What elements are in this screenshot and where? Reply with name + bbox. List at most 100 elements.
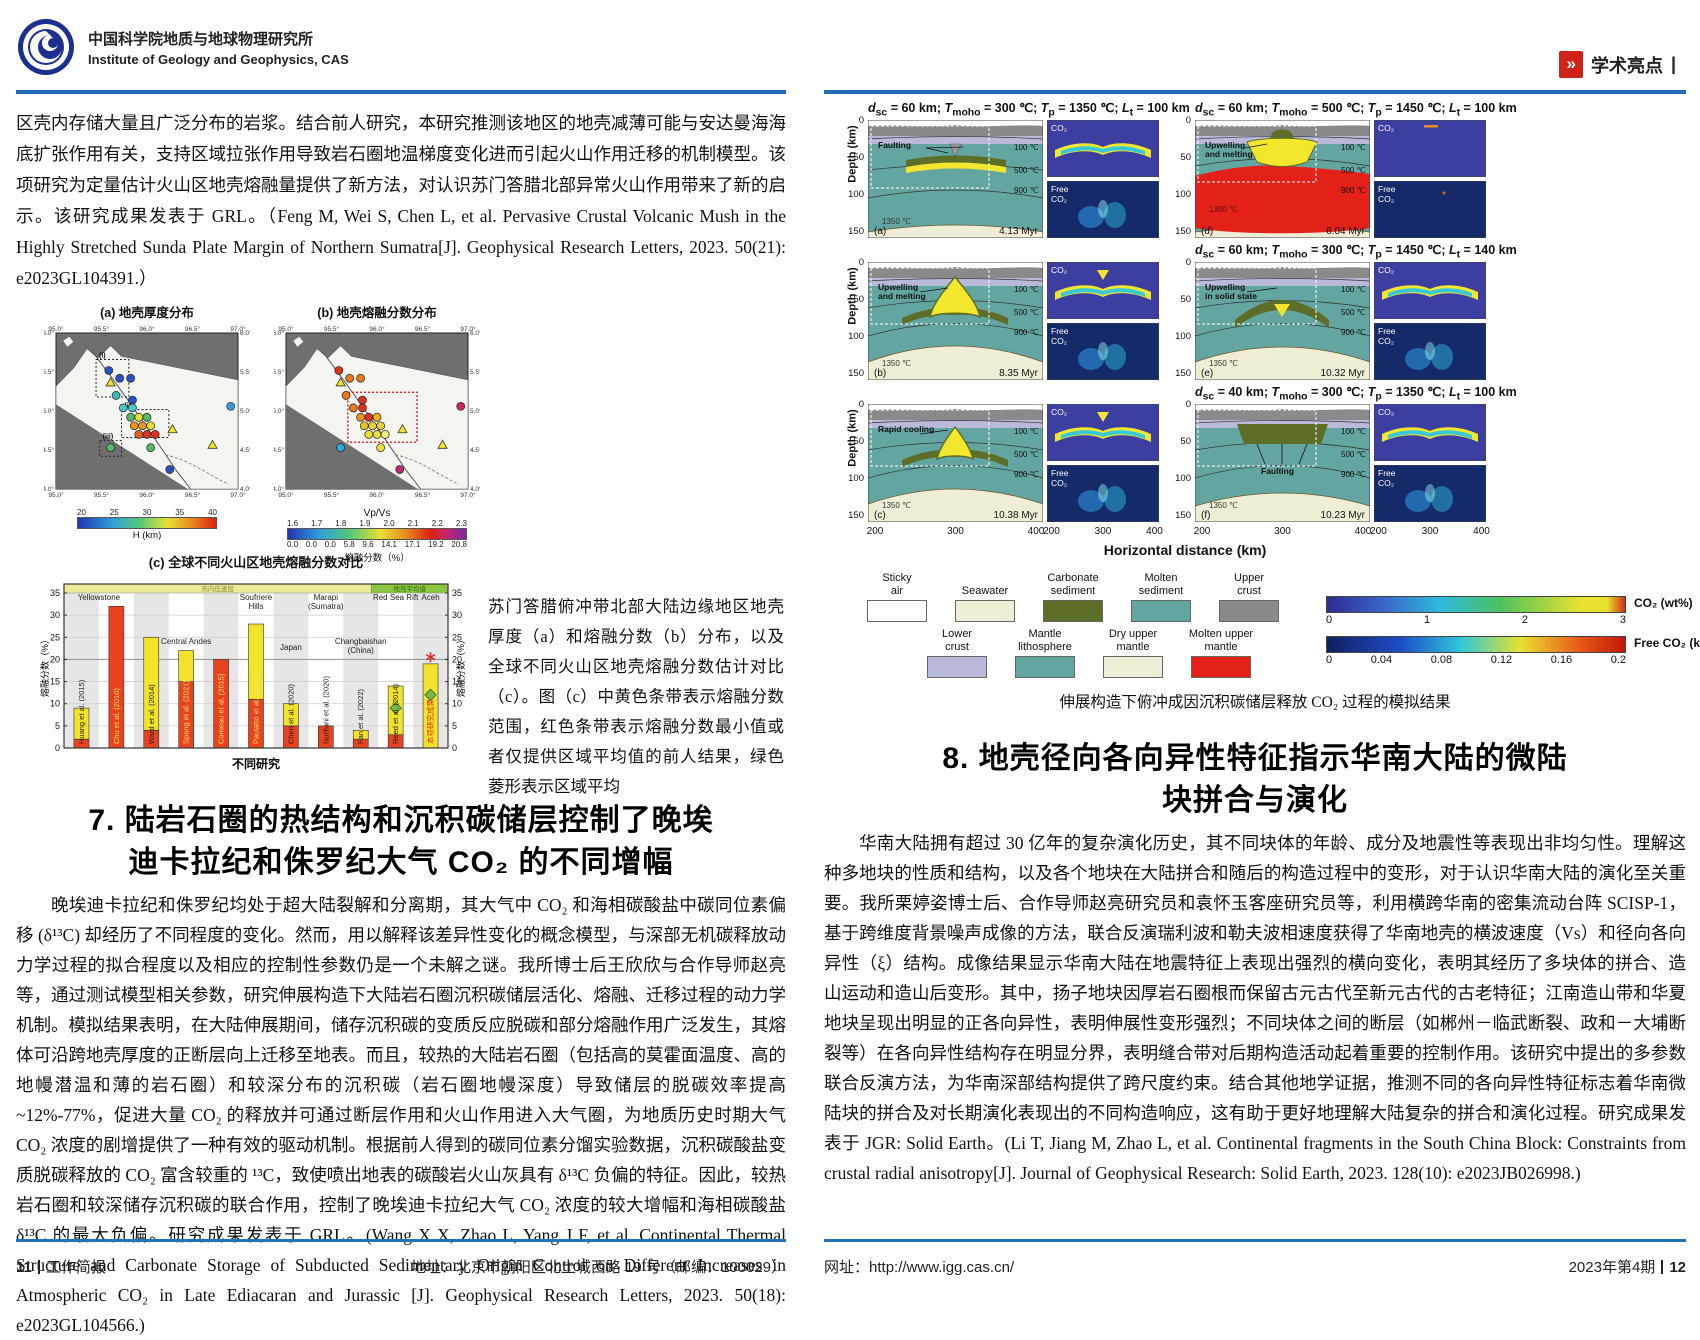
legend-swatch <box>1131 600 1191 622</box>
depth-tick: 150 <box>1175 226 1191 237</box>
svg-text:CO₂: CO₂ <box>1378 407 1394 417</box>
footer-page-label: 11 工作简报 <box>16 1256 106 1277</box>
station-dot <box>380 430 390 439</box>
url-value: http://www.igg.cas.cn/ <box>869 1259 1015 1276</box>
station-dot <box>146 421 155 431</box>
svg-text:5.0°: 5.0° <box>274 407 284 415</box>
station-dot <box>226 401 236 411</box>
svg-text:10: 10 <box>50 699 60 709</box>
bar-range-segment <box>178 650 194 682</box>
map-a-crustal-thickness: (i)(ii)(iii)95.0°95.0°95.5°95.5°96.0°96.… <box>42 325 252 499</box>
footer-issue: 2023年第4期 12 <box>1569 1256 1686 1277</box>
vpvs-label: Vp/Vs <box>363 508 391 519</box>
station-dot <box>356 412 365 422</box>
sim-legend-area: Sticky air Seawater Carbonate sediment Molten… <box>824 570 1700 678</box>
svg-text:(d): (d) <box>1201 226 1213 237</box>
svg-text:5.5°: 5.5° <box>44 368 54 376</box>
bar-author-label: Huang et al. (2015) <box>77 679 86 744</box>
svg-text:4.0°: 4.0° <box>240 485 250 493</box>
section-7-number: 7. <box>88 804 116 837</box>
svg-text:Rapid cooling: Rapid cooling <box>878 424 934 434</box>
bar-author-label: Comeau et al. (2015) <box>217 673 226 744</box>
depth-tick: 50 <box>1180 152 1191 163</box>
badge-divider: | <box>1670 54 1676 74</box>
x-tick: 200 <box>1370 526 1387 537</box>
right-page-header: » 学术亮点 | <box>824 8 1686 86</box>
colorbar-h: 20 25 30 35 40 H (km) <box>77 508 217 541</box>
svg-text:95.5°: 95.5° <box>324 325 340 333</box>
station-dot <box>345 373 355 383</box>
legend-swatch <box>1103 656 1163 678</box>
svg-text:(a): (a) <box>874 226 886 237</box>
station-dot <box>336 443 345 453</box>
depth-tick: 50 <box>1180 294 1191 305</box>
bar-range-segment <box>248 623 264 700</box>
station-dot <box>128 403 137 413</box>
section-8-number: 8. <box>942 742 970 775</box>
station-dot <box>142 412 152 422</box>
legend-swatch <box>1043 600 1103 622</box>
station-dot <box>129 421 139 431</box>
legend-swatch <box>1015 656 1075 678</box>
svg-text:97.0°: 97.0° <box>460 325 476 333</box>
svg-text:0: 0 <box>55 743 60 753</box>
station-dot <box>368 421 377 431</box>
svg-text:6.04 Myr: 6.04 Myr <box>1326 226 1366 237</box>
svg-text:1350 ℃: 1350 ℃ <box>882 217 911 226</box>
svg-text:97.0°: 97.0° <box>230 491 246 499</box>
svg-text:CO₂: CO₂ <box>1378 478 1394 488</box>
legend-item: Sticky air <box>860 570 934 622</box>
svg-text:4.13 Myr: 4.13 Myr <box>999 226 1039 237</box>
section-8-body: 华南大陆拥有超过 30 亿年的复杂演化历史，其不同块体的年龄、成分及地震性等表现… <box>824 833 1686 1183</box>
x-tick: 400 <box>1473 526 1490 537</box>
figure-caption-right: 伸展构造下俯冲成因沉积碳储层释放 CO₂ 过程的模拟结果 <box>1059 694 1451 711</box>
svg-text:100 ℃: 100 ℃ <box>1014 427 1039 436</box>
depth-tick: 150 <box>848 226 864 237</box>
svg-text:1350 ℃: 1350 ℃ <box>882 501 911 510</box>
co2-subpanel: CO₂ <box>1374 404 1486 461</box>
station-dot <box>372 412 382 422</box>
svg-text:25: 25 <box>452 632 462 642</box>
section-8-heading: 8. 地壳径向各向异性特征指示华南大陆的微陆 块拼合与演化 <box>824 738 1686 822</box>
svg-text:96.0°: 96.0° <box>139 491 155 499</box>
svg-text:壳内低速层: 壳内低速层 <box>201 584 234 593</box>
svg-text:CO₂: CO₂ <box>1051 478 1067 488</box>
svg-text:(c): (c) <box>874 510 886 521</box>
svg-text:100 ℃: 100 ℃ <box>1341 285 1366 294</box>
bar-author-label: Reed et al. (2014) <box>391 683 400 744</box>
svg-text:100 ℃: 100 ℃ <box>1341 427 1366 436</box>
svg-text:95.0°: 95.0° <box>278 325 294 333</box>
x-tick: 400 <box>1354 526 1372 537</box>
station-dot <box>165 465 175 474</box>
svg-text:5.5°: 5.5° <box>470 368 480 376</box>
colorbar-melt: Vp/Vs 1.6 1.7 1.8 1.9 2.0 2.1 2.2 2.3 0.0 0.0 0.0… <box>287 508 467 564</box>
station-dot <box>142 430 152 439</box>
sim-row: Depth (km) dsc = 60 km; Tmoho = 300 ℃; Tp… <box>830 100 1517 242</box>
figure-simulation: Depth (km) dsc = 60 km; Tmoho = 300 ℃; Tp… <box>824 100 1700 680</box>
bar-author-label: Ward et al. (2014) <box>147 684 156 744</box>
bar-author-label: Chen et al. (2020) <box>286 683 295 744</box>
bar-author-label: Fan et al. (2022) <box>356 688 365 744</box>
header-rule-right <box>824 90 1686 94</box>
legend-item: Dry upper mantle <box>1096 626 1170 678</box>
svg-text:1350 ℃: 1350 ℃ <box>1209 205 1238 214</box>
svg-text:Free: Free <box>1378 326 1396 336</box>
svg-text:Faulting: Faulting <box>878 140 911 150</box>
figure-caption-left: 苏门答腊俯冲带北部大陆边缘地区地壳厚度（a）和熔融分数（b）分布，以及全球不同火… <box>488 597 784 796</box>
svg-text:95.5°: 95.5° <box>94 325 110 333</box>
depth-tick: 50 <box>1180 436 1191 447</box>
svg-text:96.5°: 96.5° <box>185 325 201 333</box>
depth-tick: 150 <box>1175 510 1191 521</box>
bar-author-label: Chu et al. (2010) <box>112 688 121 744</box>
svg-text:Red Sea Rift: Red Sea Rift <box>373 593 419 602</box>
svg-text:10: 10 <box>452 699 462 709</box>
svg-text:1350 ℃: 1350 ℃ <box>1209 359 1238 368</box>
station-dot <box>115 373 125 383</box>
co2-subpanel: CO₂ <box>1047 262 1159 319</box>
svg-text:4.5°: 4.5° <box>274 446 284 454</box>
cas-igg-logo-icon <box>18 19 74 75</box>
svg-text:6.0°: 6.0° <box>470 329 480 337</box>
depth-tick: 100 <box>848 189 864 200</box>
